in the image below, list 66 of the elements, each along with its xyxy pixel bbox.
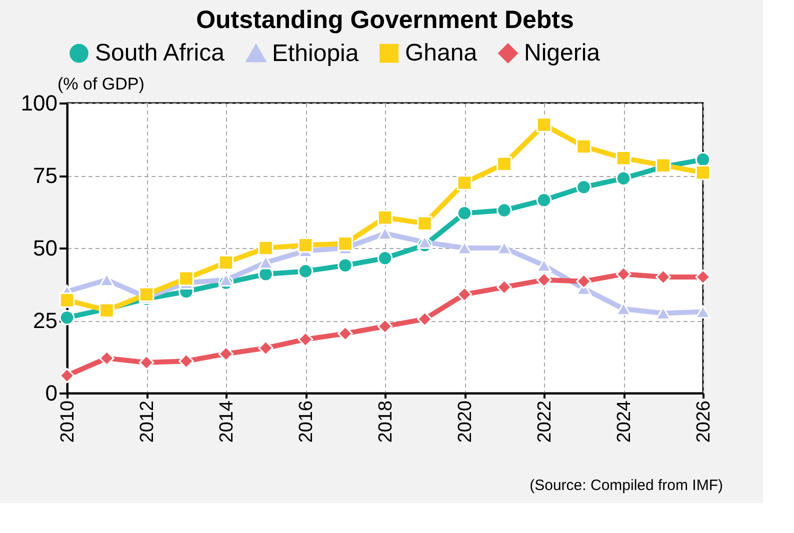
legend-label: Ethiopia — [272, 40, 360, 67]
y-tick-label: 50 — [33, 236, 58, 260]
point — [178, 353, 194, 369]
y-tick-label: 100 — [20, 90, 58, 116]
point — [178, 270, 194, 286]
point — [695, 305, 711, 319]
point — [377, 210, 393, 226]
y-tick-label: 25 — [33, 308, 58, 333]
point — [496, 202, 512, 218]
x-tick-label: 2020 — [455, 400, 476, 443]
point — [576, 138, 592, 154]
point — [496, 280, 512, 295]
point — [377, 318, 393, 334]
point — [417, 216, 432, 231]
point — [536, 192, 552, 208]
point — [616, 170, 632, 186]
point — [576, 179, 592, 195]
legend-label: Ghana — [405, 39, 478, 66]
point — [377, 250, 393, 266]
x-tick-label: 2014 — [216, 400, 238, 443]
point — [536, 272, 552, 288]
legend-label: Nigeria — [524, 39, 601, 66]
chart-title: Outstanding Government Debts — [196, 6, 574, 34]
y-axis-title: (% of GDP) — [58, 74, 144, 94]
point — [59, 292, 75, 308]
point — [218, 346, 234, 362]
x-tick-label: 2010 — [58, 400, 78, 443]
point — [456, 175, 472, 190]
point — [417, 311, 432, 327]
point — [218, 273, 234, 287]
x-tick-label: 2022 — [534, 400, 556, 443]
y-tick-label: 75 — [33, 163, 58, 188]
point — [258, 240, 274, 256]
text: (Source: Compiled from IMF) — [530, 477, 724, 494]
point — [338, 236, 353, 252]
y-tick-label: 0 — [45, 380, 58, 406]
point — [456, 206, 472, 221]
point — [456, 286, 472, 302]
x-tick-label: 2024 — [614, 400, 635, 443]
point — [496, 156, 512, 172]
point — [338, 326, 353, 342]
legend-label: South Africa — [95, 39, 226, 66]
point — [576, 274, 592, 289]
point — [218, 254, 234, 270]
x-tick-label: 2026 — [694, 400, 714, 443]
point — [298, 332, 314, 347]
point — [656, 306, 671, 320]
point — [138, 286, 154, 302]
point — [298, 237, 314, 253]
point — [99, 350, 114, 366]
point — [258, 340, 274, 356]
point — [298, 264, 314, 279]
point — [377, 226, 393, 240]
point — [695, 269, 711, 285]
point — [695, 164, 711, 180]
point — [138, 354, 154, 370]
point — [59, 368, 75, 384]
x-tick-label: 2016 — [296, 400, 317, 443]
point — [656, 269, 671, 285]
x-tick-label: 2012 — [137, 400, 158, 443]
point — [616, 150, 632, 166]
point — [338, 258, 353, 274]
point — [536, 117, 552, 132]
point — [59, 310, 75, 326]
x-tick-label: 2018 — [376, 400, 396, 443]
point — [616, 266, 632, 282]
